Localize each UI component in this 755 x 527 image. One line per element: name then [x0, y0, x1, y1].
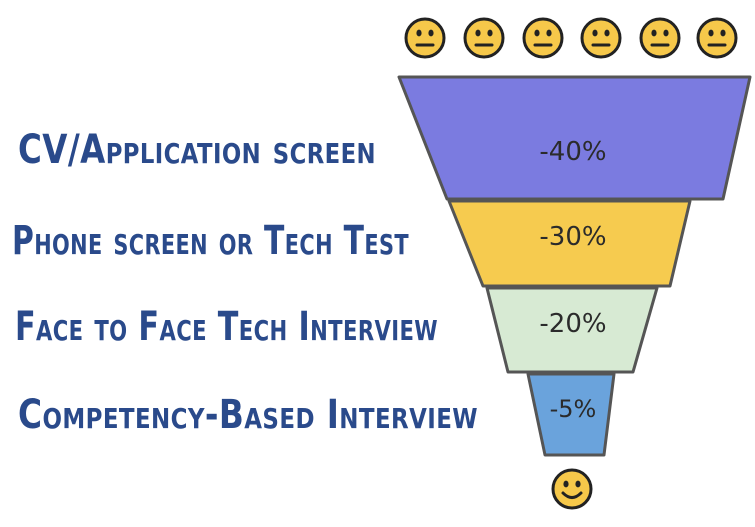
percent-labels: -40% -30% -20% -5%: [539, 137, 606, 423]
percent-label-phone-screen: -30%: [539, 222, 606, 252]
neutral-face-icon: [404, 17, 446, 59]
stage-label-cv-screen: CV/Application screen: [18, 127, 376, 173]
percent-label-face-to-face: -20%: [539, 309, 606, 339]
funnel: [397, 75, 752, 457]
smiling-face-icon: [551, 468, 593, 510]
stage-labels: CV/Application screen Phone screen or Te…: [12, 127, 478, 438]
funnel-segment-competency: [526, 372, 616, 457]
neutral-face-icon: [522, 17, 564, 59]
percent-label-competency: -5%: [550, 395, 597, 423]
candidate-faces: [404, 17, 738, 59]
funnel-segment-face-to-face: [485, 286, 659, 374]
neutral-face-icon: [463, 17, 505, 59]
neutral-face-icon: [696, 17, 738, 59]
neutral-face-icon: [639, 17, 681, 59]
funnel-segment-cv-screen: [397, 75, 752, 201]
stage-label-face-to-face: Face to Face Tech Interview: [15, 304, 438, 350]
stage-label-phone-screen: Phone screen or Tech Test: [12, 218, 409, 264]
funnel-segment-phone-screen: [447, 199, 692, 288]
stage-label-competency: Competency-Based Interview: [18, 392, 478, 438]
neutral-face-icon: [580, 17, 622, 59]
percent-label-cv-screen: -40%: [539, 137, 606, 167]
